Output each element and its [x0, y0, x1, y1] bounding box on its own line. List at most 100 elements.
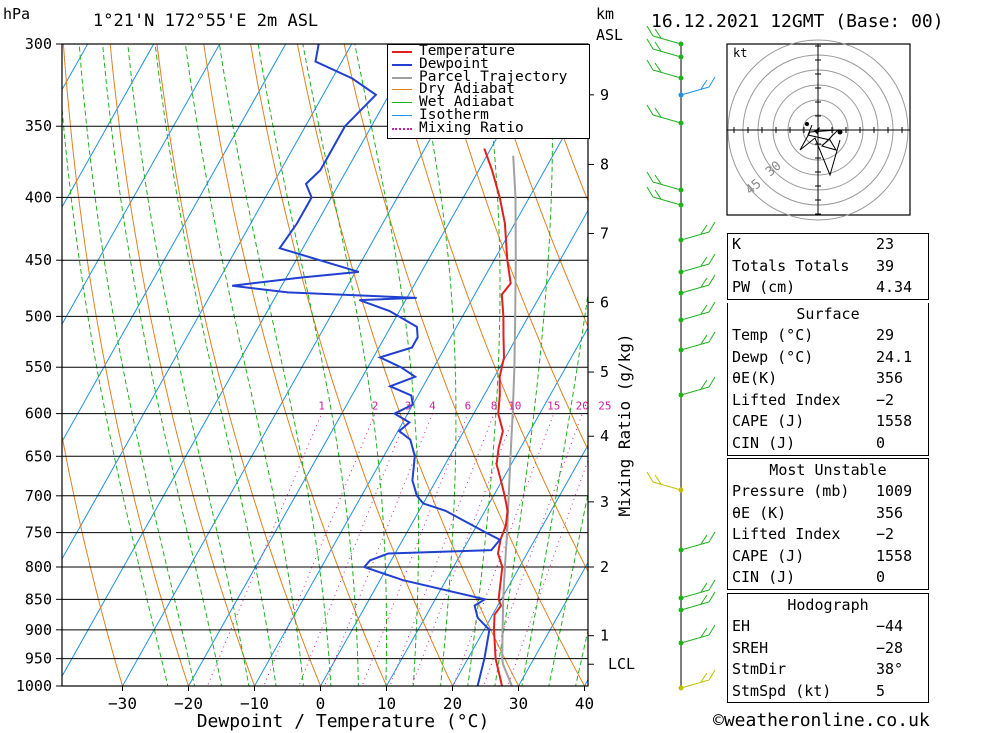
temperature-tick-label: −30 — [108, 694, 137, 713]
mixing-ratio-line — [361, 413, 469, 686]
surface-table: Surface Temp (°C) 29 Dewp (°C) 24.1 θE(K) 3… — [727, 303, 929, 456]
pressure-level-lines — [62, 44, 588, 686]
indices-table: K 23 Totals Totals 39 PW (cm) 4.34 — [727, 233, 929, 300]
table-row: θE (K) 356 — [732, 503, 904, 522]
pressure-tick-label: 700 — [25, 487, 52, 505]
height-tick-label: 4 — [600, 427, 609, 445]
wet-adiabat-line — [302, 44, 387, 686]
pressure-tick-label: 650 — [25, 447, 52, 465]
height-tick-label: 9 — [600, 86, 609, 104]
mixing-ratio-label: 2 — [372, 400, 379, 413]
table-row: Dewp (°C) 24.1 — [732, 347, 913, 366]
mixing-ratio-label: 25 — [598, 400, 611, 413]
mixing-ratio-label: 10 — [508, 400, 521, 413]
height-tick-label: 1 — [600, 627, 609, 645]
height-tick-label: 6 — [600, 293, 609, 311]
height-tick-label: 8 — [600, 155, 609, 173]
wet-adiabat-line — [548, 491, 588, 686]
isotherm-line — [62, 44, 353, 560]
mixing-ratio-label: 3 — [405, 400, 412, 413]
dry-adiabat-line — [437, 44, 588, 451]
isotherm-line — [253, 92, 588, 686]
table-row: CIN (J) 0 — [732, 433, 886, 452]
mixing-ratio-labels: 1 2 3 4 6 8 10 15 20 25 — [318, 400, 611, 413]
chart-legend: Temperature Dewpoint Parcel Trajectory D… — [387, 44, 590, 139]
legend-entry-dewpoint: Dewpoint — [388, 57, 589, 71]
mixing-ratio-line — [452, 413, 555, 686]
table-row: Lifted Index −2 — [732, 525, 895, 544]
hodograph-storm-motion — [837, 129, 843, 135]
mixing-ratio-line — [483, 413, 583, 686]
isotherm-line — [62, 44, 221, 326]
lcl-label: LCL — [608, 655, 635, 673]
temperature-line — [483, 148, 512, 686]
pressure-tick-label: 800 — [25, 558, 52, 576]
mixing-ratio-label: 20 — [576, 400, 589, 413]
parcel-trajectory-line — [501, 155, 517, 686]
table-row: Lifted Index −2 — [732, 390, 895, 409]
pressure-tick-label: 1000 — [16, 677, 52, 695]
pressure-tick-label: 350 — [25, 117, 52, 135]
mixing-ratio-line — [206, 413, 323, 686]
most-unstable-title: Most Unstable — [769, 461, 887, 479]
legend-entry-wet-adiabat: Wet Adiabat — [388, 95, 589, 109]
height-axis: 1 2 3 4 5 6 7 8 9 — [588, 86, 609, 665]
temperature-tick-label: −10 — [240, 694, 269, 713]
table-row: Pressure (mb) 1009 — [732, 482, 913, 500]
isotherm-line — [451, 444, 588, 686]
mixing-ratio-lines — [206, 413, 588, 686]
asl-label: ASL — [596, 26, 624, 44]
mixing-ratio-label: 8 — [491, 400, 498, 413]
wet-adiabat-line — [102, 44, 223, 686]
pressure-tick-label: 850 — [25, 590, 52, 608]
km-unit-label: km — [596, 5, 615, 23]
table-row: SREH −28 — [732, 638, 904, 657]
mixing-ratio-label: 15 — [547, 400, 560, 413]
dry-adiabat-line — [156, 44, 322, 686]
legend-entry-mixing-ratio: Mixing Ratio — [388, 121, 589, 135]
temperature-tick-label: 20 — [443, 694, 462, 713]
isotherm-line — [319, 209, 588, 686]
pressure-tick-label: 400 — [25, 188, 52, 206]
temperature-axis: −30 −20 −10 0 10 20 30 40 — [108, 686, 594, 713]
table-row: StmSpd (kt) 5 — [732, 681, 886, 700]
legend-entry-dry-adiabat: Dry Adiabat — [388, 82, 589, 97]
height-tick-label: 3 — [600, 493, 609, 511]
mixing-ratio-label: 6 — [465, 400, 472, 413]
hodograph: kt 30 45 — [726, 39, 911, 221]
hodograph-title: Hodograph — [787, 596, 869, 614]
credit-link[interactable]: ©weatheronline.co.uk — [713, 710, 930, 731]
pressure-unit-label: hPa — [3, 5, 31, 23]
table-row: θE(K) 356 — [732, 369, 904, 388]
pressure-tick-label: 950 — [25, 650, 52, 668]
table-row: CAPE (J) 1558 — [732, 546, 913, 565]
hodograph-unit-label: kt — [733, 46, 747, 60]
wet-adiabat-line — [257, 44, 359, 686]
wet-adiabat-line — [78, 44, 196, 686]
temperature-tick-label: 0 — [316, 694, 326, 713]
isotherm-line — [385, 326, 588, 686]
wet-adiabat-line — [354, 44, 420, 686]
height-tick-label: 7 — [600, 224, 609, 242]
isotherm-line — [62, 44, 287, 443]
height-tick-label: 5 — [600, 363, 609, 381]
dewpoint-line — [232, 44, 502, 686]
isotherm-line — [62, 44, 155, 208]
table-row: StmDir 38° — [732, 660, 904, 679]
mixing-ratio-label: 1 — [318, 400, 325, 413]
datetime-title: 16.12.2021 12GMT (Base: 00) — [651, 11, 944, 32]
wet-adiabat-line — [127, 44, 250, 686]
temperature-tick-label: 40 — [575, 694, 594, 713]
pressure-tick-label: 750 — [25, 524, 52, 542]
legend-entry-temperature: Temperature — [388, 44, 589, 58]
most-unstable-table: Most Unstable Pressure (mb) 1009 θE (K) 35… — [727, 458, 929, 590]
pressure-tick-label: 450 — [25, 251, 52, 269]
mixing-ratio-line — [263, 413, 376, 686]
pressure-axis: 300 350 400 450 500 550 600 650 700 750 800 850 900 9… — [16, 35, 62, 695]
table-row: Temp (°C) 29 — [732, 326, 895, 344]
table-row: EH −44 — [732, 617, 904, 635]
dry-adiabat-line — [946, 0, 1000, 712]
wet-adiabat-line — [62, 102, 169, 686]
wind-barb-column — [646, 25, 716, 691]
mixing-ratio-axis-title: Mixing Ratio (g/kg) — [615, 333, 634, 516]
